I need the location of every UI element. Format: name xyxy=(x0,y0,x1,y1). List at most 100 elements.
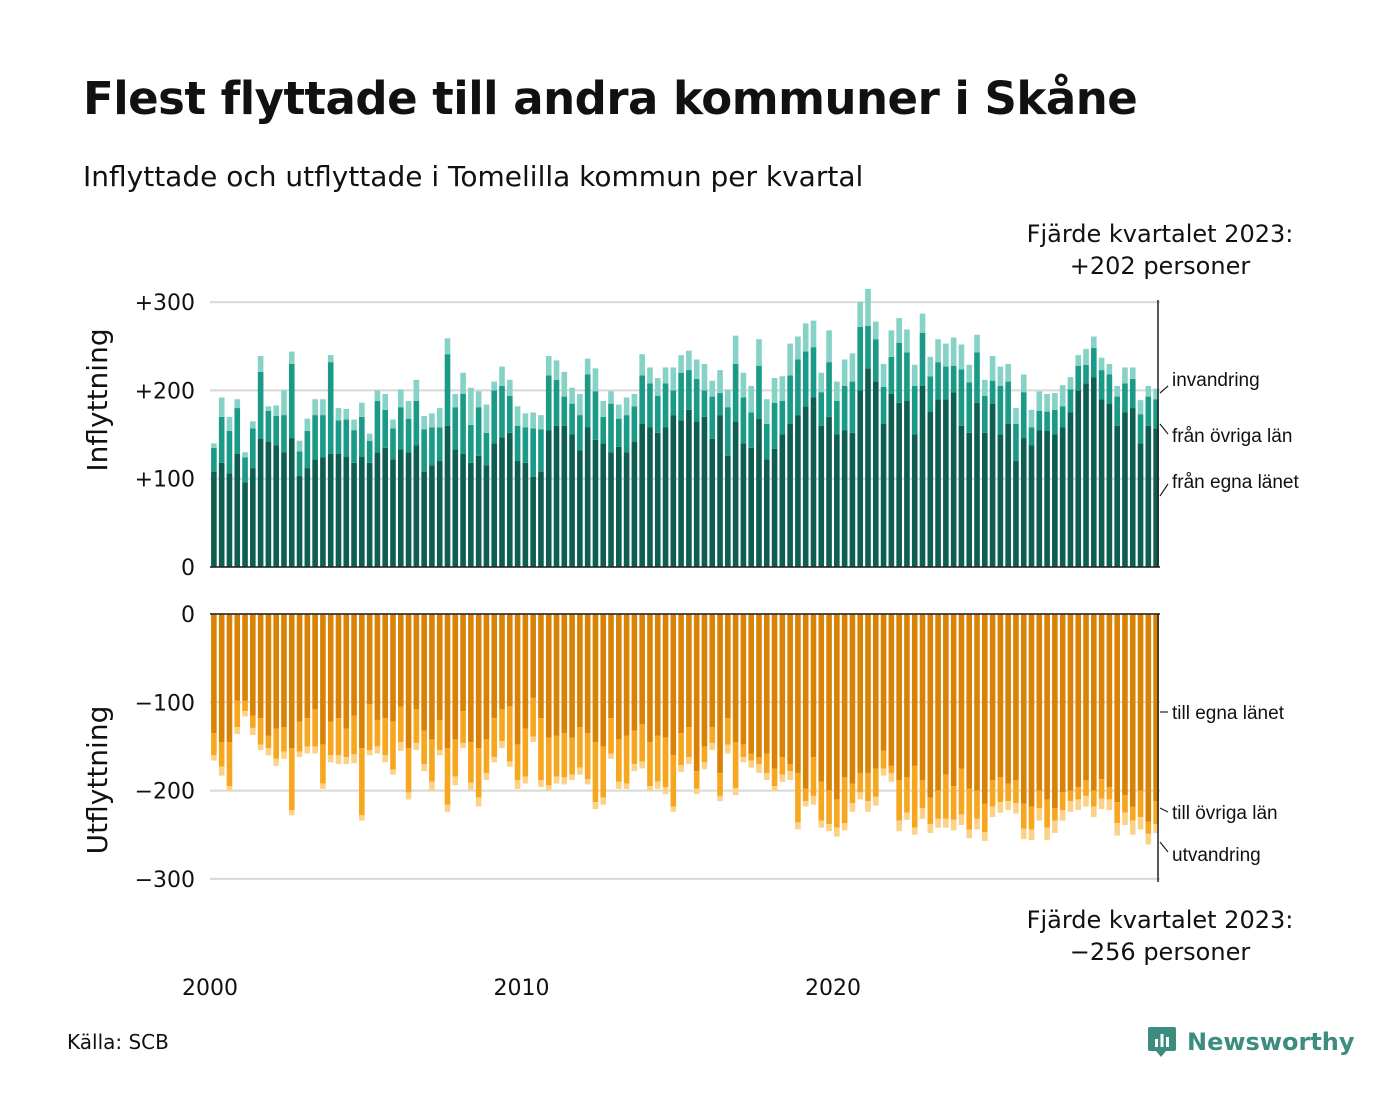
bar-in-2 xyxy=(748,385,754,413)
bar-in-1 xyxy=(444,354,451,426)
bar-in-1 xyxy=(623,415,630,453)
bar-in-1 xyxy=(1075,365,1082,391)
bar-out-1 xyxy=(787,764,793,772)
bar-in-0 xyxy=(989,403,996,567)
bar-out-0 xyxy=(654,614,661,736)
bar-out-2 xyxy=(257,744,264,750)
bar-out-2 xyxy=(818,820,825,828)
bar-in-2 xyxy=(475,391,482,408)
annotation-bottom-line1: Fjärde kvartalet 2023: xyxy=(1026,906,1294,934)
bar-out-1 xyxy=(320,744,326,784)
bar-out-2 xyxy=(927,824,934,833)
bar-out-0 xyxy=(506,614,513,707)
bar-out-1 xyxy=(662,737,669,788)
bar-in-0 xyxy=(865,368,871,567)
bar-out-1 xyxy=(250,715,256,728)
bar-out-0 xyxy=(288,614,295,749)
bar-out-2 xyxy=(288,810,295,816)
bar-out-2 xyxy=(538,780,544,788)
bar-out-1 xyxy=(553,735,560,777)
bar-out-2 xyxy=(351,754,357,764)
bar-out-2 xyxy=(514,780,521,789)
bar-out-2 xyxy=(678,764,684,773)
bar-out-0 xyxy=(888,614,895,766)
bar-in-0 xyxy=(1028,445,1035,567)
bar-in-2 xyxy=(911,364,918,386)
bar-out-2 xyxy=(545,785,552,791)
bar-in-2 xyxy=(1122,367,1128,384)
bar-out-2 xyxy=(631,764,638,772)
bar-out-1 xyxy=(257,718,264,745)
bar-out-2 xyxy=(584,779,591,785)
bar-out-0 xyxy=(763,614,770,754)
callout-line-top xyxy=(1159,423,1169,435)
bar-out-2 xyxy=(296,751,303,758)
bar-out-2 xyxy=(405,792,412,800)
bar-in-0 xyxy=(265,441,272,567)
bar-out-1 xyxy=(273,728,279,759)
bar-in-2 xyxy=(584,358,591,375)
bar-in-0 xyxy=(320,457,326,567)
bar-in-2 xyxy=(327,355,334,363)
bar-out-0 xyxy=(545,614,552,738)
bar-in-2 xyxy=(693,359,700,379)
annotation-bottom: Fjärde kvartalet 2023: −256 personer xyxy=(970,904,1350,968)
bar-in-0 xyxy=(460,453,466,567)
bar-out-2 xyxy=(966,829,973,839)
bar-in-0 xyxy=(841,430,848,567)
bar-out-0 xyxy=(382,614,389,719)
bar-in-2 xyxy=(888,330,895,357)
bar-out-1 xyxy=(397,706,404,743)
bar-in-2 xyxy=(577,393,583,416)
bar-out-2 xyxy=(273,758,279,766)
bar-out-2 xyxy=(1059,810,1066,821)
bar-out-2 xyxy=(981,832,988,841)
bar-in-1 xyxy=(1005,381,1011,424)
bar-out-0 xyxy=(647,614,653,743)
bar-in-2 xyxy=(452,393,459,408)
bar-in-1 xyxy=(709,396,716,439)
bar-in-1 xyxy=(600,416,607,444)
bar-out-0 xyxy=(421,614,427,731)
bar-in-1 xyxy=(818,392,825,426)
bar-out-1 xyxy=(1122,795,1128,813)
bar-in-0 xyxy=(943,399,949,567)
bar-in-1 xyxy=(1044,411,1050,432)
bar-in-1 xyxy=(911,385,918,435)
bar-out-0 xyxy=(468,614,474,743)
bar-out-1 xyxy=(911,765,918,828)
bar-in-0 xyxy=(600,443,607,567)
bar-in-2 xyxy=(756,339,762,366)
bar-in-0 xyxy=(374,452,381,567)
bar-out-0 xyxy=(600,614,607,747)
bar-in-2 xyxy=(234,399,241,409)
bar-in-2 xyxy=(460,372,466,394)
bar-in-2 xyxy=(273,405,279,417)
bar-in-2 xyxy=(1052,393,1058,410)
bar-in-1 xyxy=(491,390,498,444)
bar-in-1 xyxy=(740,397,747,444)
bar-out-0 xyxy=(1059,614,1066,793)
bar-out-0 xyxy=(1013,614,1019,780)
bar-out-2 xyxy=(802,801,809,807)
bar-out-1 xyxy=(896,780,902,821)
bar-out-2 xyxy=(662,787,669,795)
bar-out-2 xyxy=(569,774,575,781)
bar-in-0 xyxy=(818,425,825,567)
bar-in-0 xyxy=(849,432,856,567)
bar-out-2 xyxy=(670,806,677,812)
bar-out-0 xyxy=(935,614,941,791)
bar-out-1 xyxy=(1091,790,1097,807)
bar-out-2 xyxy=(1129,820,1136,835)
bar-in-0 xyxy=(1122,412,1128,568)
bar-out-1 xyxy=(506,706,513,762)
bar-out-2 xyxy=(911,827,918,835)
bar-out-1 xyxy=(530,697,536,737)
bar-out-0 xyxy=(1005,614,1011,784)
bar-in-1 xyxy=(639,375,645,424)
bar-out-2 xyxy=(1052,820,1058,833)
bar-in-0 xyxy=(538,471,544,567)
bar-in-2 xyxy=(701,363,708,391)
bar-in-0 xyxy=(647,427,653,567)
annotation-bottom-line2: −256 personer xyxy=(1069,938,1251,966)
